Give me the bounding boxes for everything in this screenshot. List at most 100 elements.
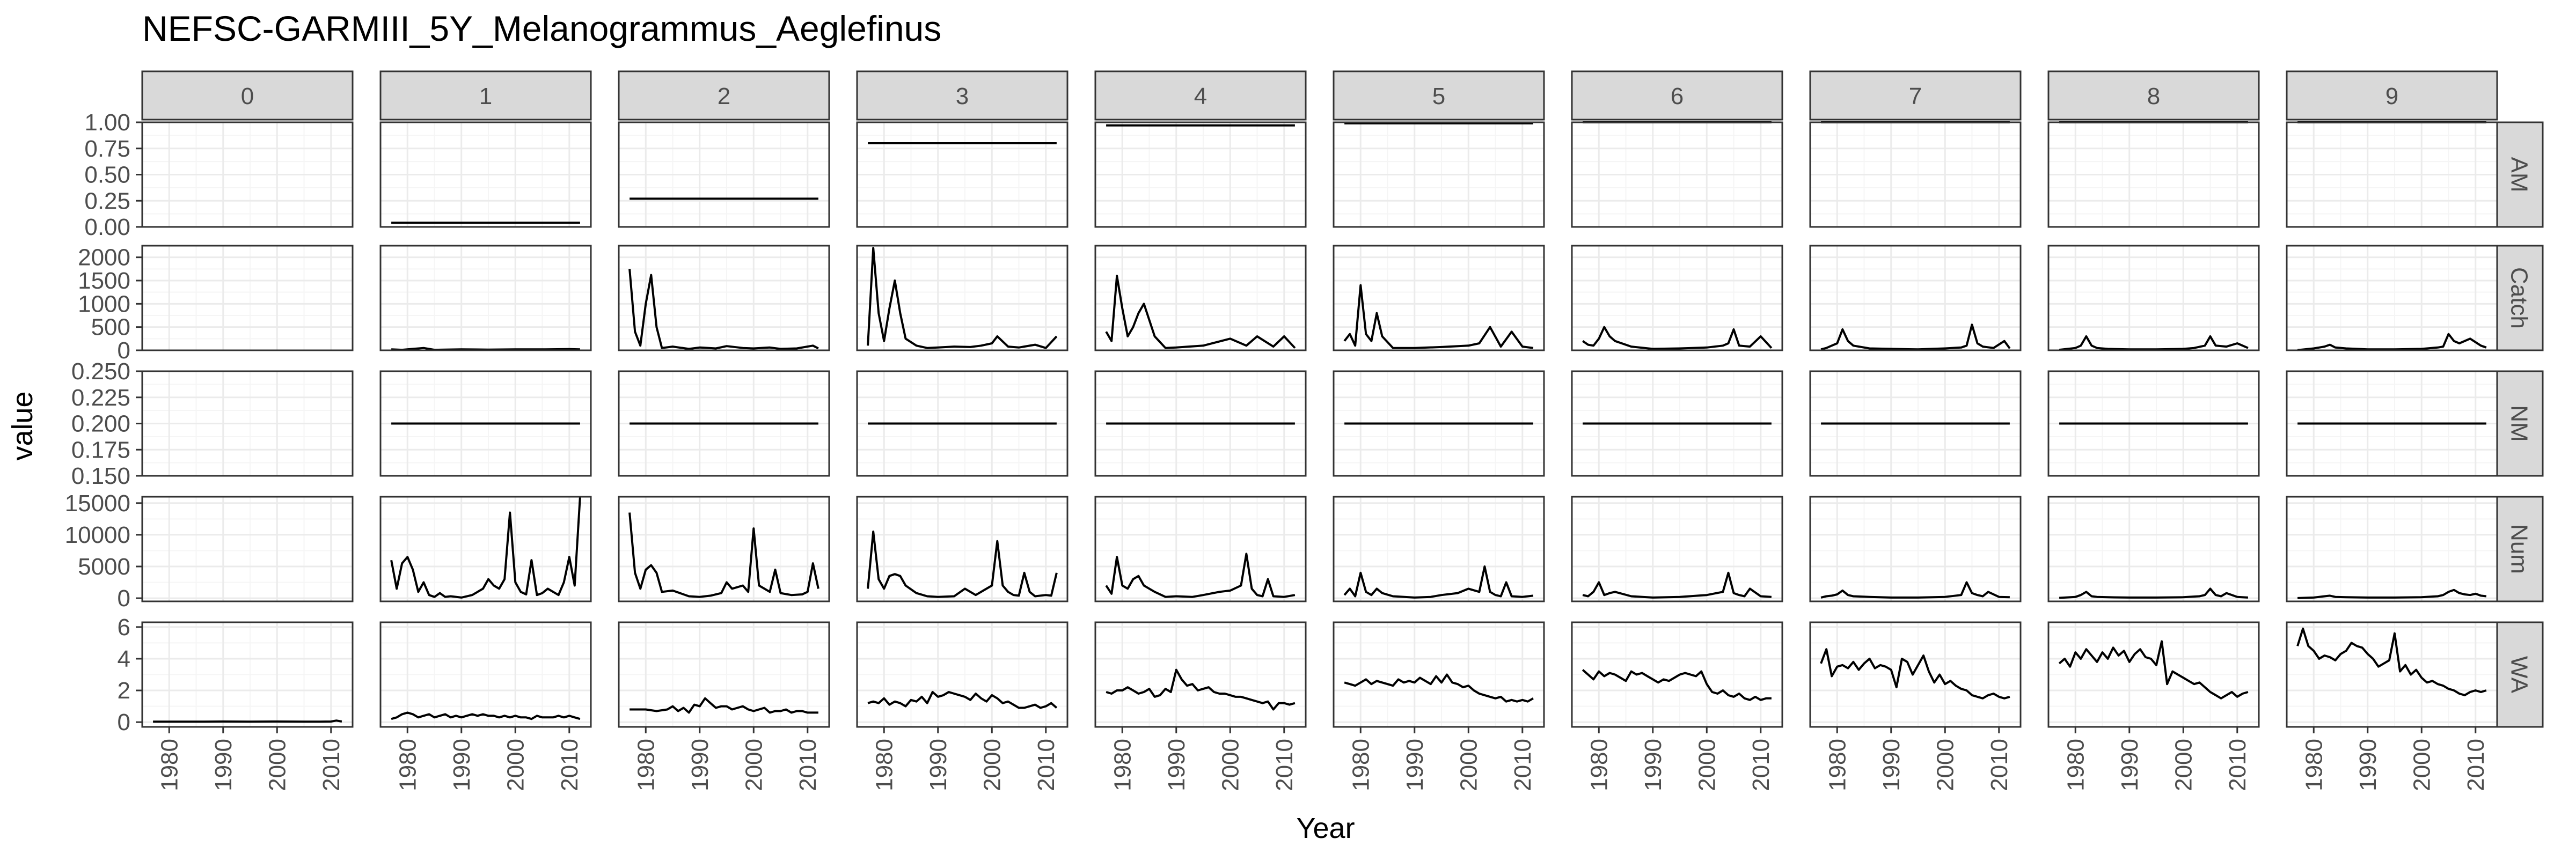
panel-background [1095,497,1306,601]
facet-panel [2047,496,2260,602]
facet-panel [141,370,354,477]
x-tick-label: 2000 [979,739,1005,791]
panel-border [1094,621,1307,728]
facet-panel [1571,121,1783,228]
series-line [628,269,819,350]
row-strip-label: Num [2506,524,2533,574]
panel-border [1809,121,2022,228]
series-line [1343,565,1534,599]
column-strip-label: 7 [1909,83,1922,109]
panel-border [2047,496,2260,602]
y-tick-label: 1500 [78,268,130,294]
panel-background [380,246,591,350]
y-tick-label: 2 [118,678,130,704]
x-tick-label: 2010 [1748,739,1774,791]
facet-panel [856,370,1069,477]
panel-border [379,370,592,477]
y-tick-label: 4 [118,646,130,672]
panel-background [1572,246,1782,350]
y-tick-label: 0 [118,709,130,735]
row-strip [2496,621,2544,728]
panel-border [2286,621,2498,728]
series-line [867,691,1058,709]
facet-panel [2286,121,2498,228]
column-strip [379,70,592,121]
series-line [153,719,342,723]
series-line [1820,648,2010,700]
panel-border [618,121,830,228]
panel-background [142,246,353,350]
x-tick-label: 1990 [210,739,237,791]
row-strip [2496,245,2544,351]
panel-border [379,121,592,228]
y-tick-label: 0.200 [71,411,130,437]
facet-panel [2047,370,2260,477]
series-line [1820,323,2011,351]
panel-border [856,245,1069,351]
facet-panel [1094,121,1307,228]
x-tick-label: 2010 [2224,739,2251,791]
facet-panel [1571,496,1783,602]
column-strip [141,70,354,121]
panel-background [1334,246,1544,350]
chart-title: NEFSC-GARMIII_5Y_Melanogrammus_Aeglefinu… [142,9,941,48]
facet-panel [856,245,1069,351]
panel-background [1810,246,2021,350]
x-tick-label: 2010 [557,739,583,791]
panel-border [618,496,830,602]
series-line [628,512,819,598]
x-tick-label: 1990 [2355,739,2381,791]
panel-border [1571,245,1783,351]
column-strip-label: 6 [1671,83,1684,109]
y-tick-label: 15000 [65,490,130,517]
panel-border [1094,370,1307,477]
facet-panel [2047,245,2260,351]
column-strip-label: 1 [479,83,492,109]
column-strip-label: 3 [956,83,969,109]
panel-border [618,245,830,351]
x-axis-label: Year [1296,812,1355,844]
panel-border [856,621,1069,728]
panel-border [1094,121,1307,228]
column-strip [856,70,1069,121]
panel-border [141,121,354,228]
panel-border [1571,121,1783,228]
panel-border [379,496,592,602]
panel-border [1094,245,1307,351]
facet-grid: 0 1 2 3 4 5 6 7 8 9AM0.000.250.500.751.00Catch050… [65,70,2544,791]
facet-panel [379,121,592,228]
facet-panel [618,621,830,728]
panel-border [141,621,354,728]
column-strip-label: 8 [2147,83,2160,109]
facet-panel [141,245,354,351]
facet-panel [2286,245,2498,351]
y-tick-label: 0.250 [71,358,130,385]
panel-border [1094,496,1307,602]
facet-panel [141,121,354,228]
x-tick-label: 2010 [795,739,821,791]
panel-background [2287,246,2497,350]
facet-panel [856,496,1069,602]
x-tick-label: 1980 [1348,739,1374,791]
panel-border [2047,121,2260,228]
facet-panel [1333,370,1545,477]
facet-panel [2047,621,2260,728]
series-line [1582,571,1772,599]
series-line [1582,669,1772,701]
y-tick-label: 0.50 [84,162,130,188]
y-tick-label: 10000 [65,522,130,548]
panel-border [1571,621,1783,728]
x-tick-label: 2000 [502,739,529,791]
facet-panel [2047,121,2260,228]
x-tick-label: 2010 [318,739,345,791]
y-tick-label: 0.175 [71,437,130,463]
series-line [630,697,818,714]
panel-background [857,246,1067,350]
y-tick-label: 6 [118,614,130,641]
x-tick-label: 1980 [2062,739,2089,791]
facet-panel [1809,370,2022,477]
panel-background [1572,497,1782,601]
panel-border [2286,370,2498,477]
x-tick-label: 1990 [687,739,713,791]
